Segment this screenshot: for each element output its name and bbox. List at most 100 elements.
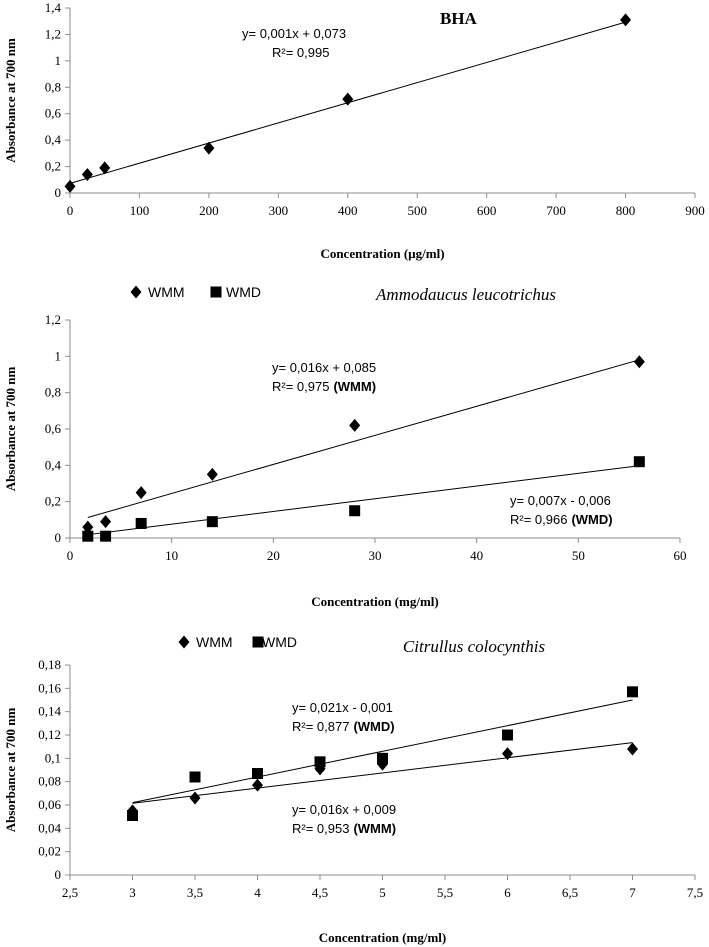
data-point-bha bbox=[342, 92, 354, 106]
r2-wmm: R²= 0,975 (WMM) bbox=[272, 379, 376, 394]
data-point-wmd bbox=[135, 517, 147, 529]
x-tick-label: 400 bbox=[338, 203, 358, 218]
y-tick-label: 0 bbox=[55, 530, 62, 545]
legend-label-wmm: WMM bbox=[148, 284, 185, 300]
data-point-wmm bbox=[252, 778, 263, 792]
chart-title: Ammodaucus leucotrichus bbox=[375, 285, 556, 304]
data-point-bha bbox=[203, 141, 215, 155]
x-tick-label: 6 bbox=[504, 885, 511, 900]
r2-value: R²= 0,975 bbox=[272, 379, 329, 394]
data-point-wmm bbox=[502, 747, 513, 761]
data-point-wmm bbox=[100, 515, 112, 529]
y-axis-title: Absorbance at 700 nm bbox=[3, 367, 18, 492]
y-tick-label: 0,1 bbox=[45, 750, 61, 765]
y-tick-label: 1 bbox=[55, 53, 62, 68]
r2-value: R²= 0,995 bbox=[272, 45, 329, 60]
x-axis-title: Concentration (mg/ml) bbox=[311, 594, 438, 609]
y-tick-label: 0,06 bbox=[38, 797, 61, 812]
legend-marker-wmm bbox=[130, 285, 142, 299]
r2-value: R²= 0,953 bbox=[292, 821, 349, 836]
x-tick-label: 300 bbox=[269, 203, 289, 218]
data-point-wmd bbox=[627, 686, 638, 698]
y-tick-label: 0,4 bbox=[45, 457, 62, 472]
x-tick-label: 700 bbox=[546, 203, 566, 218]
y-tick-label: 1,2 bbox=[45, 312, 61, 327]
legend-marker-wmd bbox=[210, 286, 222, 298]
x-tick-label: 40 bbox=[470, 548, 483, 563]
y-tick-label: 0 bbox=[55, 867, 62, 882]
x-tick-label: 500 bbox=[407, 203, 427, 218]
data-point-wmm bbox=[135, 486, 147, 500]
r2-wmm: R²= 0,953 (WMM) bbox=[292, 821, 396, 836]
x-tick-label: 10 bbox=[165, 548, 178, 563]
r2-value: R²= 0,877 bbox=[292, 719, 349, 734]
chart-3: 0 0,02 0,04 0,06 0,08 0,1 0,12 0,14 0,16 0,18 2,5 3… bbox=[3, 634, 703, 945]
data-point-bha bbox=[99, 161, 111, 175]
y-tick-label: 0,2 bbox=[45, 159, 61, 174]
data-point-wmd bbox=[189, 771, 201, 783]
data-point-bha bbox=[81, 168, 93, 181]
x-tick-label: 0 bbox=[67, 203, 74, 218]
equation-wmm: y= 0,016x + 0,009 bbox=[292, 802, 396, 817]
y-tick-label: 1 bbox=[55, 348, 62, 363]
y-tick-label: 0,02 bbox=[38, 844, 61, 859]
y-tick-label: 0,8 bbox=[45, 79, 61, 94]
chart-title: Citrullus colocynthis bbox=[403, 637, 546, 656]
y-tick-label: 1,4 bbox=[45, 0, 62, 15]
y-axis-title: Absorbance at 700 nm bbox=[3, 708, 18, 833]
x-tick-label: 6,5 bbox=[562, 885, 578, 900]
x-tick-label: 3 bbox=[129, 885, 136, 900]
data-point-wmd bbox=[314, 756, 326, 768]
trendline-wmm bbox=[132, 742, 633, 804]
y-tick-label: 0,6 bbox=[45, 106, 62, 121]
trendline-wmd bbox=[87, 465, 640, 536]
data-point-wmd bbox=[252, 768, 263, 779]
x-tick-label: 5,5 bbox=[437, 885, 453, 900]
y-tick-label: 0,18 bbox=[38, 657, 61, 672]
x-tick-label: 100 bbox=[130, 203, 150, 218]
x-tick-label: 7,5 bbox=[687, 885, 703, 900]
data-point-wmm bbox=[633, 355, 645, 369]
y-tick-label: 0,12 bbox=[38, 727, 61, 742]
x-tick-label: 7 bbox=[629, 885, 636, 900]
chart-1: 0 0,2 0,4 0,6 0,8 1 1,2 1,4 0 100 200 300 400 500 600 7… bbox=[3, 0, 705, 261]
x-tick-label: 4 bbox=[254, 885, 261, 900]
y-tick-label: 0 bbox=[55, 185, 62, 200]
x-axis-title: Concentration (µg/ml) bbox=[320, 246, 444, 261]
legend-label-wmd: WMD bbox=[262, 634, 297, 650]
y-tick-label: 0,6 bbox=[45, 421, 62, 436]
data-point-wmd bbox=[349, 505, 361, 517]
x-axis-title: Concentration (mg/ml) bbox=[319, 930, 446, 945]
y-tick-label: 0,2 bbox=[45, 494, 61, 509]
trendline-wmd bbox=[132, 699, 633, 804]
legend-marker-wmm bbox=[178, 635, 190, 649]
y-tick-label: 0,8 bbox=[45, 385, 61, 400]
equation-wmd: y= 0,021x - 0,001 bbox=[292, 700, 393, 715]
chart-2: 0 0,2 0,4 0,6 0,8 1 1,2 0 10 20 30 40 50 60 Concentrat… bbox=[3, 284, 687, 609]
equation-wmd: y= 0,007x - 0,006 bbox=[510, 493, 611, 508]
equation-wmm: y= 0,016x + 0,085 bbox=[272, 360, 376, 375]
data-point-wmm bbox=[206, 467, 218, 481]
legend-label-wmm: WMM bbox=[196, 634, 233, 650]
x-tick-label: 600 bbox=[477, 203, 497, 218]
data-point-bha bbox=[620, 13, 632, 27]
r2-tag: (WMD) bbox=[571, 512, 612, 527]
y-tick-label: 0,4 bbox=[45, 132, 62, 147]
y-axis-title: Absorbance at 700 nm bbox=[3, 38, 18, 163]
r2-wmd: R²= 0,966 (WMD) bbox=[510, 512, 613, 527]
x-tick-label: 4,5 bbox=[312, 885, 328, 900]
x-tick-label: 50 bbox=[572, 548, 585, 563]
y-tick-label: 0,08 bbox=[38, 774, 61, 789]
data-point-wmm bbox=[349, 418, 361, 432]
data-point-bha bbox=[64, 179, 76, 193]
x-tick-label: 200 bbox=[199, 203, 219, 218]
trendline-wmm bbox=[87, 359, 640, 518]
x-tick-label: 5 bbox=[379, 885, 386, 900]
data-point-wmd bbox=[502, 729, 513, 741]
equation-bha: y= 0,001x + 0,073 bbox=[242, 26, 346, 41]
data-point-wmm bbox=[189, 791, 201, 805]
legend-label-wmd: WMD bbox=[226, 284, 261, 300]
chart-title: BHA bbox=[440, 9, 478, 28]
y-tick-label: 0,14 bbox=[38, 704, 61, 719]
x-tick-label: 0 bbox=[67, 548, 74, 563]
